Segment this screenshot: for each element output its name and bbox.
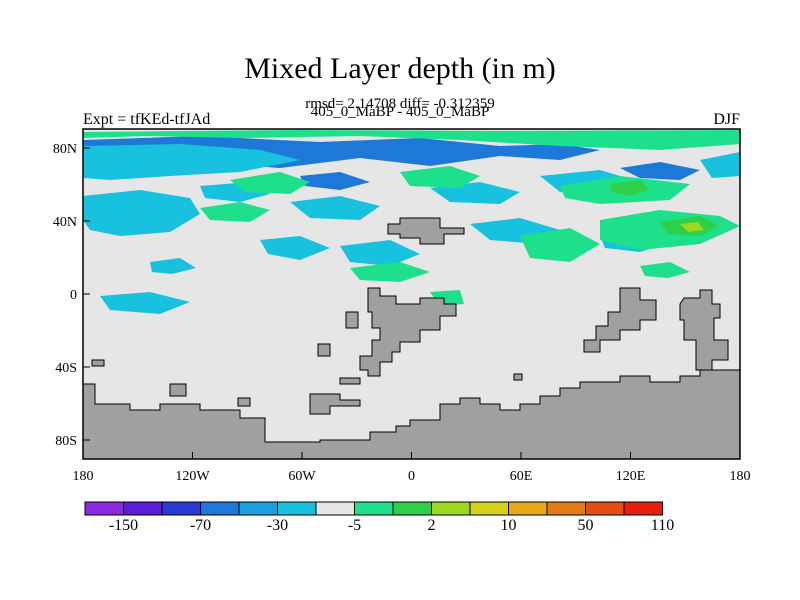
colorbar-swatch <box>508 501 548 516</box>
colorbar-swatch <box>238 501 278 516</box>
y-tick-label: 80S <box>55 434 77 449</box>
colorbar <box>84 501 663 516</box>
colorbar-label: -5 <box>348 517 361 534</box>
colorbar-labels: -150 -70 -30 -5 2 10 50 110 <box>109 517 674 534</box>
colorbar-swatch <box>315 501 355 516</box>
colorbar-swatch <box>585 501 625 516</box>
colorbar-label: 10 <box>501 517 517 534</box>
chart-title: Mixed Layer depth (in m) <box>244 52 556 85</box>
colorbar-label: -150 <box>109 517 138 534</box>
season-label: DJF <box>713 111 740 128</box>
axis-ticks <box>82 147 741 459</box>
colorbar-swatch <box>161 501 201 516</box>
colorbar-swatch <box>392 501 432 516</box>
colorbar-swatch <box>546 501 586 516</box>
x-tick-label: 120E <box>616 469 646 484</box>
positive-peak-regions <box>680 222 704 232</box>
y-tick-label: 40S <box>55 361 77 376</box>
colorbar-swatch <box>469 501 509 516</box>
colorbar-swatch <box>354 501 394 516</box>
x-tick-label: 0 <box>408 469 415 484</box>
y-axis-labels: 80N 40N 0 40S 80S <box>53 142 77 449</box>
colorbar-swatch <box>84 501 124 516</box>
y-tick-label: 0 <box>70 288 77 303</box>
x-tick-label: 180 <box>73 469 94 484</box>
colorbar-label: 50 <box>578 517 594 534</box>
colorbar-swatch <box>123 501 163 516</box>
colorbar-label: -30 <box>267 517 288 534</box>
x-tick-label: 180 <box>730 469 751 484</box>
x-axis-labels: 180 120W 60W 0 60E 120E 180 <box>73 469 751 484</box>
y-tick-label: 80N <box>53 142 77 157</box>
x-tick-label: 60W <box>288 469 316 484</box>
colorbar-swatch <box>200 501 240 516</box>
stats-line: rmsd= 2.14708 diff= -0.312359 <box>305 96 495 112</box>
colorbar-label: 2 <box>428 517 436 534</box>
experiment-label: Expt = tfKEd-tfJAd <box>83 111 211 128</box>
x-tick-label: 60E <box>510 469 533 484</box>
x-tick-label: 120W <box>175 469 210 484</box>
colorbar-swatch <box>431 501 471 516</box>
y-tick-label: 40N <box>53 215 77 230</box>
map-fields <box>83 130 740 459</box>
colorbar-swatch <box>277 501 317 516</box>
colorbar-swatch <box>623 501 663 516</box>
land-masses <box>83 217 740 459</box>
colorbar-label: -70 <box>190 517 211 534</box>
subtitle: 405_0_MaBP - 405_0_MaBP <box>310 104 490 120</box>
colorbar-label: 110 <box>651 517 674 534</box>
